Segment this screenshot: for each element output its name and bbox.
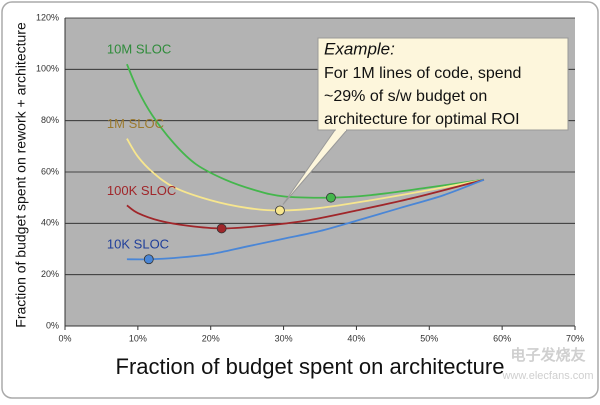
y-tick-label: 80% bbox=[41, 115, 59, 125]
x-tick-label: 60% bbox=[493, 333, 511, 343]
watermark: www.elecfans.com bbox=[501, 370, 593, 382]
series-line bbox=[126, 178, 485, 261]
series-label: 10K SLOC bbox=[107, 237, 169, 252]
x-tick-label: 30% bbox=[275, 333, 293, 343]
optimum-marker bbox=[326, 192, 336, 203]
y-tick-label: 100% bbox=[36, 64, 59, 74]
optimum-marker bbox=[143, 254, 154, 265]
x-tick-label: 70% bbox=[566, 333, 584, 343]
callout: Example: For 1M lines of code, spend ~29%… bbox=[282, 37, 569, 205]
watermark: 电子发烧友 bbox=[510, 346, 585, 364]
series-line bbox=[126, 138, 485, 212]
series-line bbox=[126, 178, 485, 230]
optimum-marker bbox=[216, 223, 227, 234]
callout-heading: Example: bbox=[324, 39, 395, 58]
x-tick-label: 50% bbox=[420, 333, 438, 343]
x-tick-label: 10% bbox=[129, 333, 147, 343]
optimum-marker bbox=[275, 205, 285, 216]
series-label: 100K SLOC bbox=[107, 183, 176, 198]
y-tick-label: 0% bbox=[46, 320, 59, 330]
series-label: 10M SLOC bbox=[107, 42, 171, 57]
y-axis-title: Fraction of budget spent on rework + arc… bbox=[13, 22, 29, 328]
x-axis-title: Fraction of budget spent on architecture bbox=[116, 354, 505, 379]
y-tick-label: 40% bbox=[41, 218, 59, 228]
grid bbox=[64, 17, 576, 330]
callout-line: For 1M lines of code, spend bbox=[324, 65, 521, 82]
callout-box bbox=[317, 37, 569, 131]
callout-arrow-cover bbox=[336, 128, 346, 131]
callout-line: ~29% of s/w budget on bbox=[324, 88, 487, 105]
series-label: 1M SLOC bbox=[107, 116, 164, 131]
x-tick-label: 20% bbox=[202, 333, 220, 343]
y-tick-label: 20% bbox=[41, 269, 59, 279]
x-tick-label: 40% bbox=[347, 333, 365, 343]
curves bbox=[126, 63, 485, 265]
y-tick-label: 120% bbox=[36, 12, 59, 22]
series-line bbox=[126, 63, 485, 199]
callout-line: architecture for optimal ROI bbox=[324, 111, 520, 128]
y-tick-label: 60% bbox=[41, 166, 59, 176]
x-tick-label: 0% bbox=[58, 333, 71, 343]
